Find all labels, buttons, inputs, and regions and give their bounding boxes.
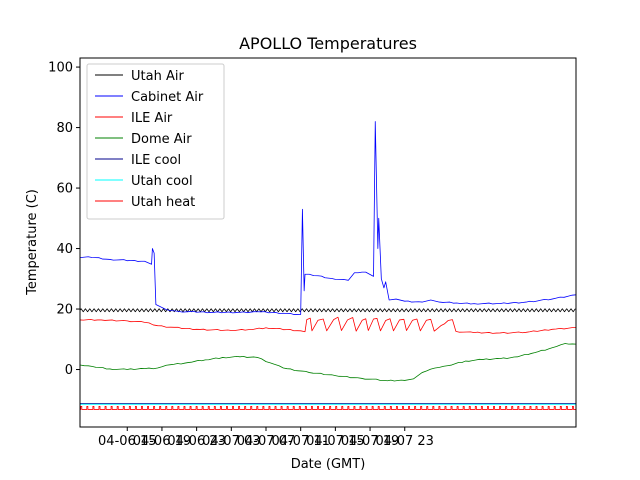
chart-title: APOLLO Temperatures <box>239 34 417 53</box>
y-tick-label: 20 <box>56 303 73 318</box>
y-tick-label: 0 <box>65 363 73 378</box>
series-line-cabinet-air <box>80 121 576 315</box>
series-line-ile-air <box>80 316 576 334</box>
x-tick-label: 04-06 23 <box>167 434 225 449</box>
series-line-utah-air <box>80 308 576 313</box>
y-tick-label: 100 <box>48 61 73 76</box>
plot-frame <box>79 57 577 428</box>
series-line-utah-heat <box>80 406 576 410</box>
x-tick-label: 04-06 15 <box>98 434 156 449</box>
y-tick-label: 60 <box>56 182 73 197</box>
y-tick-label: 40 <box>56 242 73 257</box>
x-tick-label: 04-06 19 <box>133 434 191 449</box>
legend-label-utah-air: Utah Air <box>131 69 184 84</box>
legend-label-ile-air: ILE Air <box>131 111 173 126</box>
legend-label-utah-cool: Utah cool <box>131 174 193 189</box>
x-tick-label: 04-07 03 <box>202 434 260 449</box>
legend-label-cabinet-air: Cabinet Air <box>131 90 204 105</box>
x-tick-label: 04-07 15 <box>306 434 364 449</box>
x-tick-label: 04-07 07 <box>237 434 295 449</box>
y-tick-label: 80 <box>56 121 73 136</box>
x-tick-label: 04-07 19 <box>341 434 399 449</box>
series-line-dome-air <box>80 343 576 382</box>
legend: Utah Air Cabinet Air ILE Air Dome Air ILE co… <box>86 63 225 220</box>
series-layer <box>80 121 576 410</box>
legend-label-dome-air: Dome Air <box>131 132 192 147</box>
legend-label-utah-heat: Utah heat <box>131 195 195 210</box>
x-tick-label: 04-07 11 <box>271 434 329 449</box>
legend-label-ile-cool: ILE cool <box>131 153 181 168</box>
y-axis-label: Temperature (C) <box>25 189 40 296</box>
x-axis-label: Date (GMT) <box>291 457 366 472</box>
x-tick-label: 04-07 23 <box>376 434 434 449</box>
